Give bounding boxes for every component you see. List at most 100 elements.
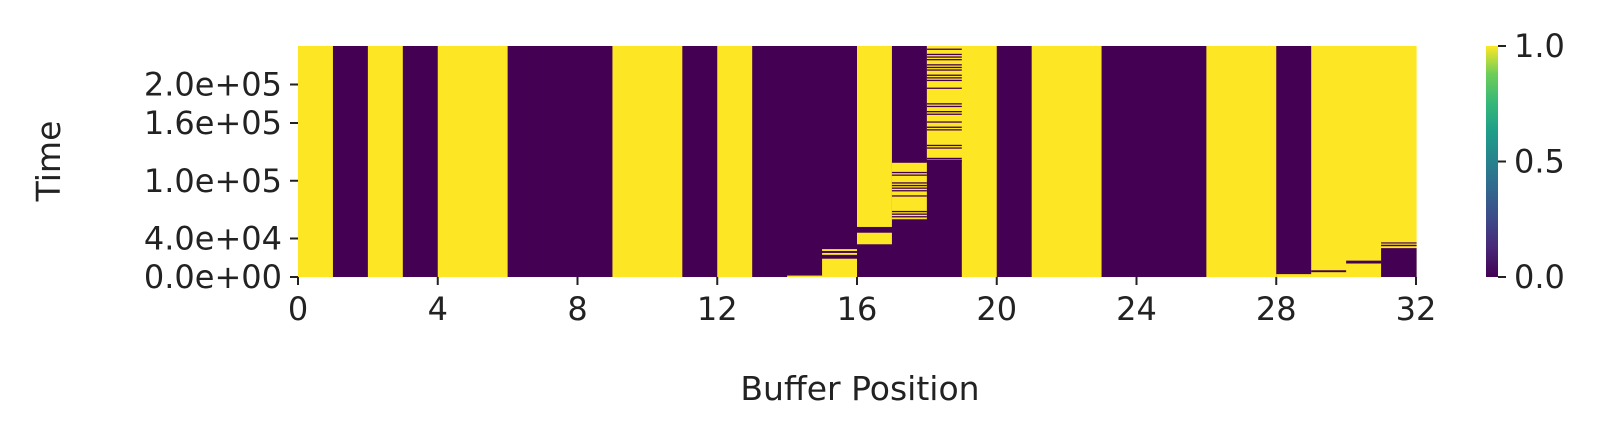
heatmap-cell-22 [1066, 46, 1103, 277]
heatmap-stripe-17 [891, 216, 927, 218]
heatmap-cell-31 [1381, 46, 1417, 277]
heatmap-stripe-17 [891, 171, 927, 174]
heatmap-stripe-18 [926, 56, 962, 58]
heatmap-stripe-17 [891, 187, 927, 189]
heatmap-cell-10 [647, 46, 683, 277]
heatmap-stripe-18 [926, 121, 962, 123]
heatmap-cell-12 [717, 46, 753, 277]
heatmap-cells [298, 46, 1417, 277]
heatmap-stripe-18 [926, 160, 962, 162]
x-tick-label: 8 [567, 290, 587, 328]
heatmap-cell-21 [1031, 46, 1068, 277]
x-tick-label: 12 [697, 290, 738, 328]
heatmap-cell-20 [996, 46, 1033, 277]
heatmap-stripe-17 [891, 223, 927, 226]
heatmap-stripe-18 [926, 74, 962, 76]
heatmap-stripe-18 [926, 69, 962, 71]
heatmap-cell-29 [1311, 270, 1347, 273]
heatmap-cell-24 [1136, 46, 1173, 277]
heatmap-stripe-17 [891, 190, 927, 192]
x-axis-label: Buffer Position [740, 369, 979, 408]
heatmap-cell-11 [682, 46, 718, 277]
heatmap-stripe-18 [926, 144, 962, 147]
heatmap-stripe-17 [891, 195, 927, 197]
heatmap-cell-26 [1206, 46, 1242, 277]
heatmap-stripe-18 [926, 87, 962, 89]
heatmap-cell-15 [822, 252, 858, 255]
heatmap-stripe-18 [926, 103, 962, 105]
colorbar: 0.0 0.5 1.0 [1486, 27, 1565, 296]
heatmap-stripe-18 [926, 111, 962, 113]
heatmap-cell-16 [857, 46, 893, 277]
y-axis: 0.0e+004.0e+04 1.0e+05 1.6e+052.0e+05 [144, 66, 298, 296]
heatmap-stripe-18 [926, 59, 962, 61]
y-tick-label: 1.6e+05 [144, 104, 282, 142]
x-axis: 0 4 8 12 16 20 24 28 32 [288, 277, 1437, 328]
heatmap-stripe-18 [926, 77, 962, 79]
x-tick-label: 16 [837, 290, 878, 328]
heatmap-cell-28 [1276, 274, 1312, 277]
heatmap-cell-14 [787, 46, 823, 277]
heatmap-stripe-18 [926, 48, 962, 50]
heatmap-stripe-18 [926, 157, 962, 160]
heatmap-stripe-17 [891, 213, 927, 215]
heatmap-stripe-18 [926, 105, 962, 108]
heatmap-cell-27 [1241, 46, 1277, 277]
heatmap-stripe-17 [891, 184, 927, 187]
heatmap-stripe-18 [926, 147, 962, 149]
heatmap-cell-23 [1101, 46, 1138, 277]
heatmap-stripe-18 [926, 113, 962, 115]
heatmap-stripe-17 [891, 161, 927, 163]
x-tick-label: 28 [1256, 290, 1297, 328]
heatmap-stripe-18 [926, 79, 962, 82]
heatmap-cell-18 [926, 46, 963, 160]
heatmap-stripe-17 [891, 210, 927, 213]
heatmap-stripe-18 [926, 126, 962, 128]
heatmap-cell-31 [1381, 248, 1417, 277]
y-tick-label: 1.0e+05 [144, 162, 282, 200]
heatmap-cell-14 [787, 275, 823, 277]
heatmap-cell-15 [822, 258, 858, 277]
heatmap-cell-2 [367, 46, 404, 277]
colorbar-gradient [1486, 46, 1498, 277]
heatmap-cell-30 [1346, 260, 1382, 264]
x-tick-label: 20 [976, 290, 1017, 328]
heatmap-cell-29 [1311, 46, 1347, 277]
heatmap-stripe-18 [926, 66, 962, 69]
heatmap-cell-31 [1381, 244, 1417, 247]
heatmap-cell-13 [752, 46, 788, 277]
heatmap-cell-0 [298, 46, 334, 277]
heatmap-cell-7 [542, 46, 579, 277]
heatmap-cell-25 [1171, 46, 1207, 277]
colorbar-tick-label: 1.0 [1514, 27, 1565, 65]
heatmap-cell-28 [1276, 46, 1312, 277]
heatmap-cell-16 [857, 226, 893, 233]
colorbar-tick-label: 0.0 [1514, 258, 1565, 296]
heatmap-stripe-18 [926, 129, 962, 131]
heatmap-cell-19 [961, 46, 998, 277]
heatmap-cell-3 [402, 46, 439, 277]
heatmap-stripe-17 [891, 226, 927, 228]
colorbar-tick-label: 0.5 [1514, 143, 1565, 181]
y-tick-label: 2.0e+05 [144, 66, 282, 104]
y-axis-label: Time [29, 121, 68, 203]
heatmap-stripe-17 [891, 174, 927, 176]
heatmap-stripe-18 [926, 53, 962, 56]
heatmap-stripe-17 [891, 182, 927, 184]
heatmap-cell-6 [507, 46, 544, 277]
heatmap-cell-9 [612, 46, 648, 277]
heatmap-cell-8 [577, 46, 614, 277]
x-tick-label: 32 [1396, 290, 1437, 328]
heatmap-cell-31 [1381, 242, 1417, 244]
heatmap-stripe-18 [926, 64, 962, 66]
y-tick-label: 0.0e+00 [144, 258, 282, 296]
heatmap-cell-1 [332, 46, 369, 277]
heatmap-cell-5 [472, 46, 509, 277]
heatmap-cell-4 [437, 46, 474, 277]
x-tick-label: 4 [428, 290, 448, 328]
y-tick-label: 4.0e+04 [144, 220, 282, 258]
heatmap-cell-16 [857, 244, 893, 277]
x-tick-label: 0 [288, 290, 308, 328]
heatmap-cell-30 [1346, 46, 1382, 277]
